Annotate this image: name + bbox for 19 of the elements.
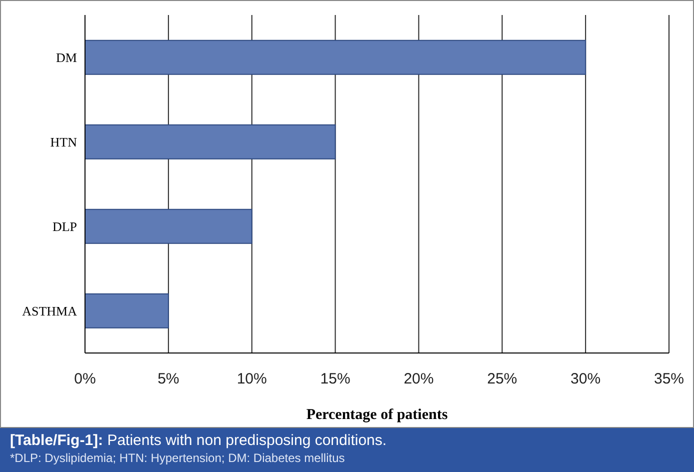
x-tick-label: 5% [158,370,180,388]
x-tick-label: 35% [654,370,684,388]
y-tick-label: HTN [50,134,78,150]
bar [85,208,252,244]
x-tick-label: 0% [74,370,96,388]
x-tick-label: 25% [487,370,518,388]
x-tick-label: 20% [404,370,434,388]
text: [Table/Fig-1]: Patients with non predisposing conditions. [10,431,388,450]
bar [85,40,586,75]
x-tick-label: 10% [236,370,267,388]
bar [85,293,169,328]
y-tick-label: DLP [52,218,77,234]
x-tick-label: 30% [570,370,601,388]
x-axis-title: Percentage of patients [306,407,448,423]
text: *DLP: Dyslipidemia; HTN: Hypertension; DM: Diabetes mellitus [10,450,346,466]
bar [85,124,336,160]
x-tick-label: 15% [320,370,350,388]
y-tick-label: ASTHMA [22,303,78,318]
y-tick-label: DM [56,50,78,65]
